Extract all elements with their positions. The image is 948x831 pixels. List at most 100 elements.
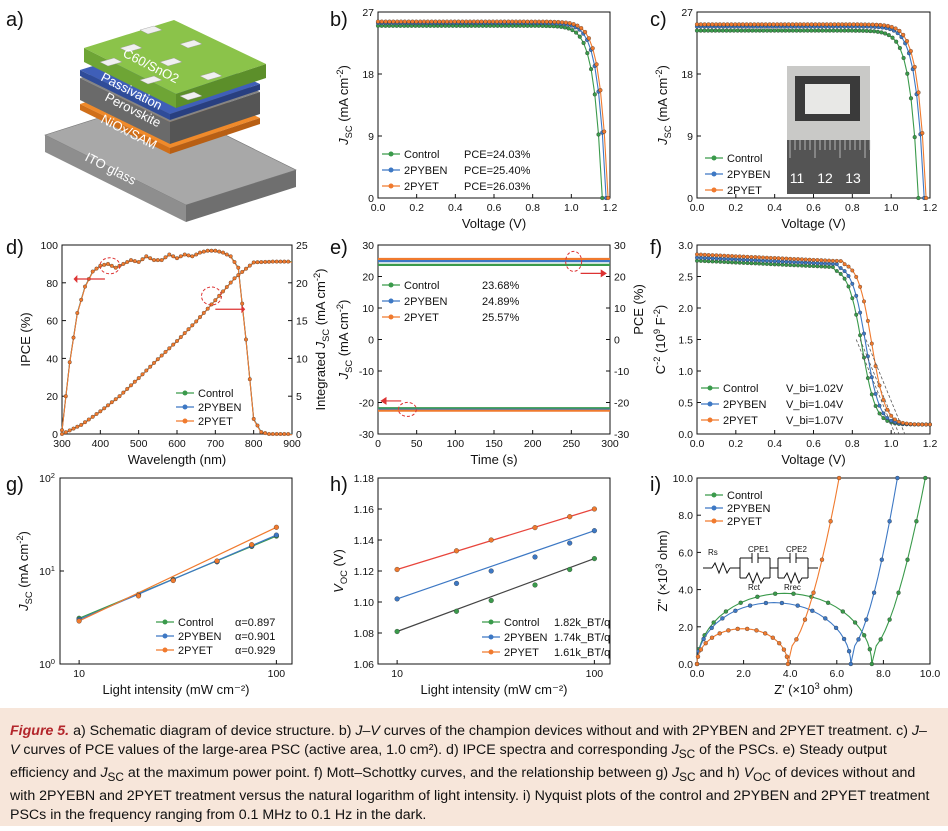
plot-c-legend-2-marker [711, 187, 717, 193]
plot-c-series-2-point [771, 22, 776, 27]
nyq-series-2-line [696, 477, 840, 665]
ms-series-2-point [761, 255, 765, 260]
ijsc-point [228, 280, 233, 285]
plot-c-series-2-point [782, 22, 787, 27]
plot-c-series-2-point [744, 22, 749, 27]
plot-b-series-2-point [560, 20, 565, 25]
panel-label-d: d) [6, 237, 24, 259]
plot-c-series-0-point [890, 35, 895, 40]
nyq-series-0-point [791, 591, 796, 596]
ms-series-2-point [904, 421, 909, 426]
plot-c-series-0-point [798, 28, 803, 33]
voc-light-legend-1-label: 2PYBEN [504, 632, 547, 644]
steady-right-ytick-label: -20 [614, 398, 629, 410]
nyq-series-2-point [754, 628, 759, 633]
plot-c-series-0-point [805, 28, 810, 33]
ijsc-point [155, 357, 160, 362]
plot-c-series-0-point [783, 28, 788, 33]
nyq-series-0-point [923, 475, 928, 481]
ijsc-point [86, 417, 91, 422]
ijsc-point [190, 323, 195, 328]
plot-b-ytick-label: 27 [362, 7, 374, 19]
plot-b-series-2-point [464, 19, 469, 24]
plot-c-ylabel-part: J [655, 138, 670, 146]
ipce-point [236, 265, 241, 270]
plot-b-xtick-label: 1.2 [603, 202, 618, 214]
steady-arrow-left-head [380, 396, 387, 405]
plot-c-series-0-point [742, 28, 748, 33]
plot-c-series-0-point [908, 96, 914, 101]
nyq-series-1-point [779, 600, 785, 606]
electrode-pad [139, 25, 163, 35]
steady-xtick-label: 250 [563, 438, 581, 450]
nyq-series-0-point [887, 617, 892, 622]
plot-b-series-2-point [490, 19, 496, 24]
ipce-ylabel-right-part: SC [321, 329, 331, 342]
ms-series-0-point [877, 411, 882, 416]
jsc-light-fit-2 [78, 526, 277, 622]
nyquist-chart: 0.0 2.0 4.0 6.0 8.0 10.0 0.0 2.0 4.0 6.0 8.0 10.0 Z'… [654, 473, 941, 697]
nyq-series-0-point [867, 647, 872, 652]
nyq-ytick-label: 10.0 [673, 473, 694, 485]
plot-c-series-0-point [868, 29, 873, 34]
ms-series-2-point [862, 299, 866, 304]
ms-series-2-point [889, 413, 894, 418]
plot-b-legend-0-value: PCE=24.03% [464, 149, 531, 161]
plot-c-series-2-point [694, 22, 700, 27]
ijsc-point [255, 260, 260, 265]
nyq-series-1-point [823, 616, 828, 621]
voc-light-point-0 [591, 556, 597, 562]
jsc-light-xtick-label: 100 [268, 668, 286, 680]
plot-b-series-2-point [406, 19, 411, 24]
plot-c-series-0-point [824, 28, 829, 33]
ipce-ylabel-right-part: -2 [312, 273, 322, 281]
plot-c-series-2-point [828, 22, 833, 27]
electrode-pad [159, 57, 183, 67]
ms-xtick-label: 0.0 [690, 438, 705, 450]
ipce-xtick-label: 600 [168, 438, 186, 450]
plot-c-series-2-point [702, 22, 707, 27]
plot-c-series-0-point [801, 28, 807, 33]
ipce-point [71, 335, 76, 340]
ms-series-2-point [702, 252, 707, 257]
steady-ylabel-part: SC [344, 360, 354, 373]
nyq-series-2-point [695, 654, 701, 659]
jsc-light-ytick-label-part: 2 [51, 471, 55, 480]
ipce-xtick-label: 400 [92, 438, 110, 450]
voc-light-ytick-label: 1.14 [354, 535, 375, 547]
ipce-point [263, 431, 268, 436]
voc-light-legend-0-label: Control [504, 617, 539, 629]
caption-text-6: and h) [695, 764, 744, 781]
ipce-point [244, 337, 248, 342]
ito-glass-side [186, 170, 296, 222]
ipce-right-ytick-label: 0 [296, 429, 302, 441]
plot-c-ytick-label: 27 [681, 7, 693, 19]
ipce-ylabel: IPCE (%) [18, 312, 33, 366]
ms-series-2-point [900, 420, 905, 425]
plot-c-series-0-point [761, 28, 766, 33]
nyq-series-2-point [735, 626, 740, 632]
ijsc-point [171, 342, 176, 347]
plot-c-series-0-point [765, 28, 770, 33]
plot-c-series-2-point [752, 22, 757, 27]
caption-italic-v: V [743, 764, 754, 781]
jsc-light-legend-1-label: 2PYBEN [178, 631, 221, 643]
ms-series-2-point [850, 268, 855, 273]
nyq-series-1-point [795, 603, 800, 608]
plot-b-series-2-point [536, 19, 542, 24]
nyq-series-2-point [784, 654, 790, 659]
passivation-front [80, 70, 170, 120]
nyq-series-0-point [862, 633, 867, 638]
ipce-point [224, 252, 229, 257]
plot-c-series-0-point [753, 28, 759, 33]
steady-ylabel-part: ) [336, 300, 351, 304]
ipce-point [106, 261, 110, 266]
steady-ring-jsc [397, 401, 417, 417]
ipce-point [144, 254, 149, 259]
ms-series-2-point [830, 258, 835, 263]
jsc-light-ylabel-part: ) [16, 531, 31, 535]
plot-c-series-2-point [874, 22, 879, 27]
ipce-right-ytick-label: 25 [296, 240, 308, 252]
ms-series-2-point [698, 252, 703, 257]
